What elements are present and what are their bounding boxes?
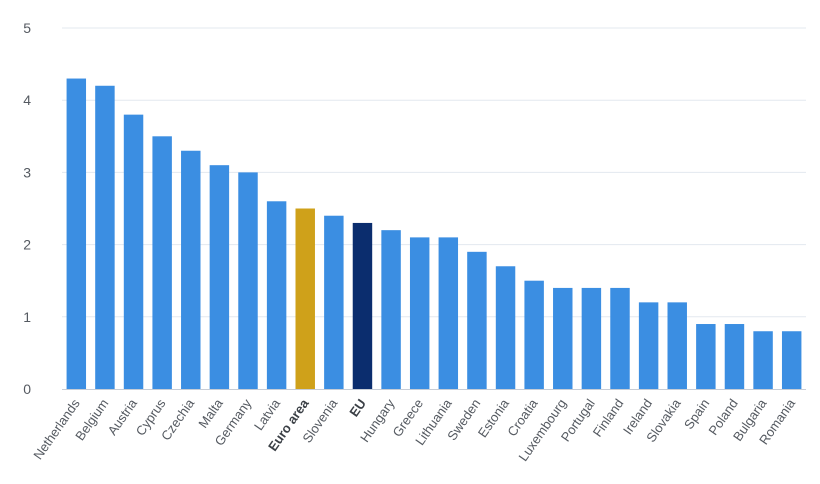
- bar-latvia: [266, 201, 287, 389]
- bar-hungary: [381, 230, 401, 389]
- bar-finland: [610, 287, 630, 389]
- bar-germany: [238, 172, 258, 389]
- bar-malta: [209, 165, 230, 389]
- y-tick-label: 3: [23, 164, 31, 180]
- bar-portugal: [581, 287, 602, 389]
- y-tick-label: 2: [23, 237, 31, 253]
- y-tick-label: 0: [23, 381, 31, 397]
- bar-euro-area: [295, 208, 315, 389]
- x-axis: NetherlandsBelgiumAustriaCyprusCzechiaMa…: [30, 395, 798, 463]
- bar-netherlands: [66, 78, 87, 389]
- x-tick-label-estonia: Estonia: [475, 395, 513, 440]
- bar-austria: [123, 114, 144, 389]
- bar-czechia: [181, 150, 201, 389]
- bar-poland: [724, 324, 745, 389]
- y-tick-label: 4: [23, 92, 31, 108]
- bar-ireland: [638, 302, 659, 389]
- bar-sweden: [467, 251, 487, 389]
- bar-croatia: [524, 280, 544, 389]
- y-axis: 0 1 2 3 4 5: [23, 20, 31, 397]
- bar-cyprus: [152, 136, 172, 389]
- bar-belgium: [95, 85, 115, 389]
- bar-spain: [696, 324, 716, 389]
- bar-lithuania: [438, 237, 459, 389]
- bar-eu: [352, 222, 373, 389]
- bar-slovakia: [667, 302, 687, 389]
- bar-luxembourg: [553, 287, 573, 389]
- bar-estonia: [495, 266, 516, 389]
- x-tick-label-finland: Finland: [590, 396, 627, 440]
- x-tick-label-eu: EU: [346, 396, 369, 419]
- grid-layer: [62, 27, 806, 390]
- bar-greece: [409, 237, 430, 389]
- y-tick-label: 5: [23, 20, 31, 36]
- bar-slovenia: [324, 215, 344, 389]
- bar-romania: [781, 331, 802, 389]
- bar-bulgaria: [753, 331, 773, 389]
- bar-layer: [66, 78, 802, 389]
- y-tick-label: 1: [23, 309, 31, 325]
